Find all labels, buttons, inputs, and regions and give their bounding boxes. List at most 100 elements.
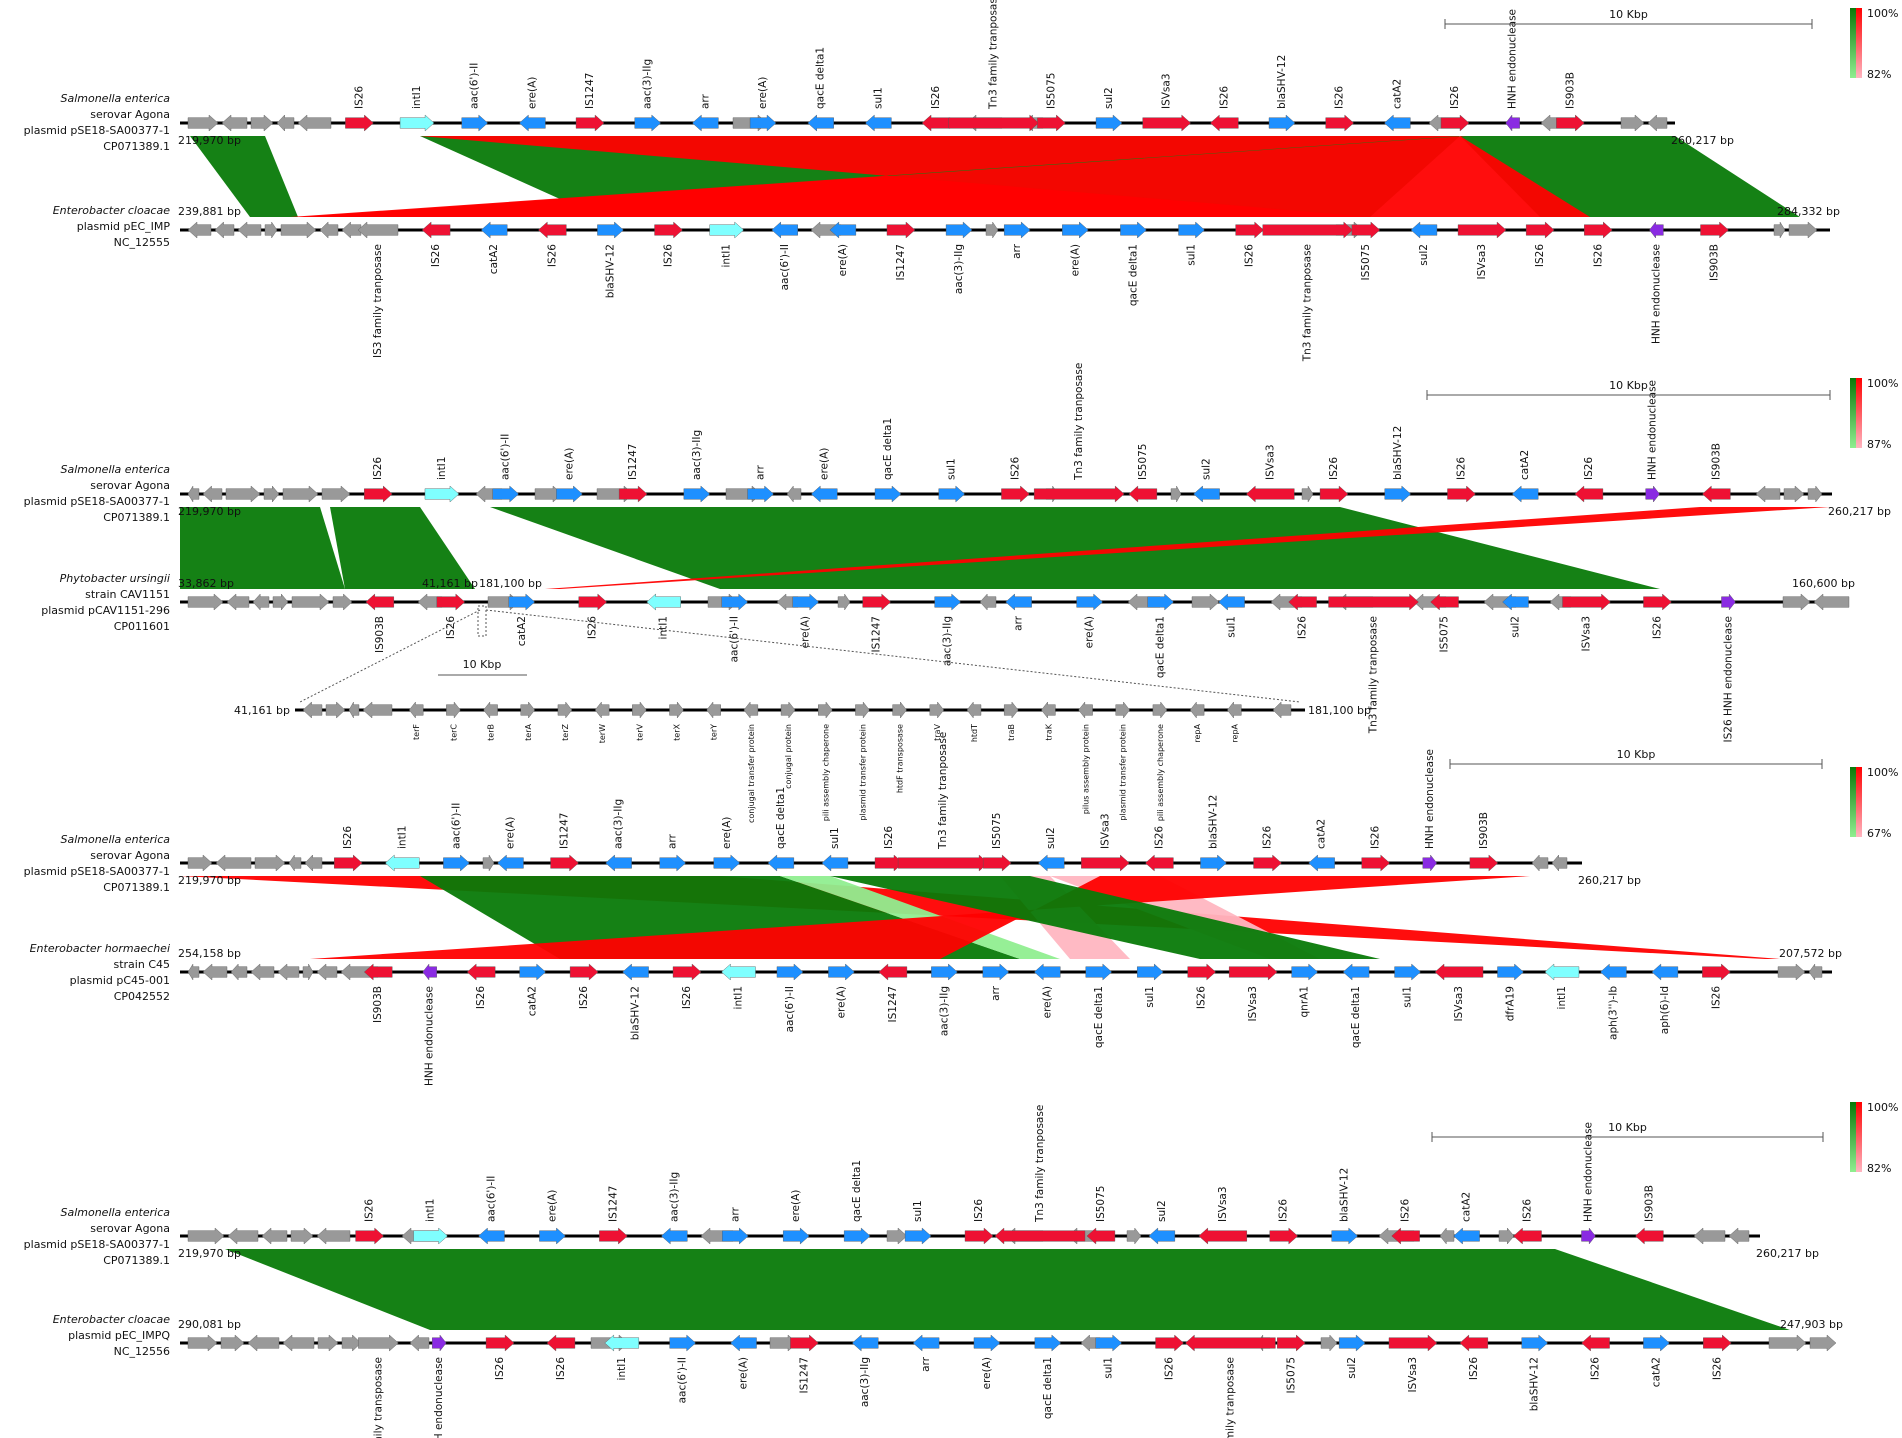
- top-gene-sul2: [1193, 485, 1220, 503]
- bottom-gene-label: intI1: [658, 616, 670, 639]
- bottom-gene-label: ere(A): [1069, 244, 1081, 276]
- inset-gene-terb: [483, 701, 498, 719]
- top-gene-other: [786, 485, 802, 503]
- top-gene-blashv-12: [1268, 114, 1296, 132]
- bottom-gene-arr: [1005, 593, 1032, 611]
- top-gene-qace-delta1: [874, 485, 902, 503]
- legend-max-label: 100%: [1867, 1101, 1898, 1114]
- inset-gene-label: terV: [635, 723, 644, 740]
- inset-gene-repa: [1227, 701, 1242, 719]
- inset-gene-label: conjugal protein: [784, 724, 793, 789]
- bottom-gene-other: [317, 1334, 339, 1352]
- top-gene-blashv-12: [1384, 485, 1412, 503]
- top-gene-label: blaSHV-12: [1339, 1168, 1351, 1222]
- top-gene-aac-6-ii: [461, 114, 489, 132]
- top-gene-label: IS26: [1334, 86, 1346, 109]
- bottom-gene-label: arr: [990, 985, 1002, 1001]
- bottom-gene-other: [291, 593, 330, 611]
- bottom-gene-is26: [1703, 1334, 1732, 1352]
- bottom-gene-label: arr: [1011, 243, 1023, 259]
- inset-gene-terw: [594, 701, 610, 719]
- bottom-gene-is26: [672, 963, 702, 981]
- bottom-gene-label: IS26: [663, 244, 675, 267]
- legend-min-label: 82%: [1867, 1162, 1891, 1175]
- inset-gene-other: [348, 701, 360, 719]
- top-gene-blashv-12: [1331, 1227, 1358, 1245]
- inset-gene-label: repA: [1193, 723, 1202, 742]
- top-gene-label: IS26: [1009, 457, 1021, 480]
- bottom-gene-aac-6-ii: [771, 221, 798, 239]
- bottom-gene-label: sul1: [1186, 244, 1198, 266]
- top-gene-other: [1620, 114, 1645, 132]
- bottom-gene-other: [837, 593, 851, 611]
- bottom-gene-label: ere(A): [800, 616, 812, 648]
- top-gene-is26: [1391, 1227, 1420, 1245]
- top-gene-label: IS26: [1370, 826, 1382, 849]
- top-organism-name: Salmonella enterica: [60, 1206, 170, 1219]
- bottom-gene-label: IS26: [1534, 244, 1546, 267]
- top-organism-line: serovar Agona: [90, 479, 170, 492]
- bottom-gene-label: intI1: [721, 244, 733, 267]
- bottom-organism-name: Enterobacter cloacae: [53, 1313, 170, 1326]
- top-gene-ere-a: [810, 485, 838, 503]
- bottom-gene-label: IS5075: [1360, 244, 1372, 280]
- bottom-gene-other: [1191, 593, 1220, 611]
- bottom-gene-sul1: [1095, 1334, 1122, 1352]
- bottom-mid-bp-2: 181,100 bp: [479, 577, 542, 590]
- top-gene-is26: [1210, 114, 1239, 132]
- top-gene-other: [304, 854, 323, 872]
- bottom-gene-other: [237, 221, 262, 239]
- top-gene-label: IS26: [1218, 86, 1230, 109]
- inverted-band: [310, 876, 1530, 959]
- bottom-gene-other: [332, 593, 353, 611]
- top-gene-label: blaSHV-12: [1392, 426, 1404, 480]
- top-gene-label: HNH endonuclease: [1647, 380, 1659, 480]
- top-gene-other: [297, 114, 332, 132]
- top-organism-line: plasmid pSE18-SA00377-1: [24, 1238, 170, 1251]
- top-gene-other: [1728, 1227, 1750, 1245]
- top-gene-sul2: [1037, 854, 1065, 872]
- top-gene-sul1: [865, 114, 892, 132]
- top-gene-label: qacE delta1: [775, 787, 787, 849]
- top-gene-label: ere(A): [818, 448, 830, 480]
- bottom-gene-label: IS1247: [895, 244, 907, 280]
- inset-gene-pili-assembly-chaperone: [818, 701, 833, 719]
- bottom-gene-is26: [569, 963, 599, 981]
- top-gene-other: [202, 485, 223, 503]
- top-gene-other: [290, 1227, 314, 1245]
- top-gene-label: aac(6')-II: [450, 803, 462, 849]
- top-gene-hnh-endonuclease: [1645, 485, 1660, 503]
- top-gene-arr: [692, 114, 719, 132]
- inverted-band: [290, 136, 1460, 217]
- bottom-gene-other: [264, 221, 278, 239]
- bottom-gene-label: ISVsa3: [1407, 1357, 1419, 1393]
- homology-band: [490, 507, 1660, 589]
- bottom-gene-other: [319, 221, 339, 239]
- bottom-gene-sul1: [1178, 221, 1205, 239]
- top-gene-label: IS903B: [1564, 72, 1576, 109]
- inset-gene-label: plasmid transfer protein: [858, 724, 867, 821]
- bottom-gene-other: [1813, 593, 1850, 611]
- top-gene-label: ere(A): [721, 817, 733, 849]
- legend-max-label: 100%: [1867, 766, 1898, 779]
- inset-gene-other: [1272, 701, 1292, 719]
- bottom-gene-label: IS26: [587, 616, 599, 639]
- bottom-gene-other: [302, 963, 314, 981]
- bottom-gene-label: ere(A): [738, 1357, 750, 1389]
- top-gene-label: arr: [699, 93, 711, 109]
- top-gene-sul2: [1095, 114, 1123, 132]
- top-gene-is26: [1440, 114, 1470, 132]
- bottom-gene-label: IS26: [494, 1357, 506, 1380]
- inset-gene-label: terA: [524, 723, 533, 740]
- bottom-gene-other: [1777, 963, 1806, 981]
- bottom-start-bp: 290,081 bp: [178, 1318, 241, 1331]
- scale-bar-label: 10 Kbp: [1609, 379, 1648, 392]
- bottom-gene-label: IS26: [1196, 986, 1208, 1009]
- bottom-gene-blashv-12: [1521, 1334, 1549, 1352]
- bottom-gene-other: [1788, 221, 1818, 239]
- bottom-gene-ere-a: [1033, 963, 1061, 981]
- top-gene-other: [221, 114, 248, 132]
- top-gene-label: aac(3)-IIg: [613, 799, 625, 849]
- inset-gene-label: terF: [412, 724, 421, 740]
- bottom-gene-other: [220, 1334, 245, 1352]
